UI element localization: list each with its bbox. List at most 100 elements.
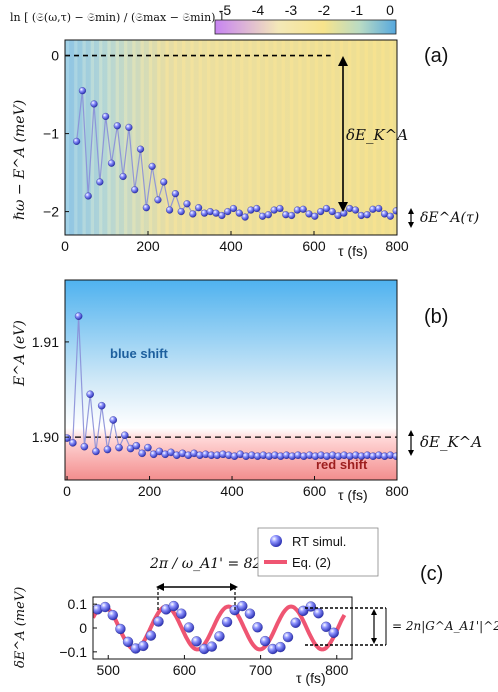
data-point (322, 204, 331, 213)
data-point (103, 445, 112, 454)
legend-label-rt: RT simul. (292, 534, 346, 549)
data-point (224, 208, 232, 216)
x-tick-label: 800 (325, 662, 349, 678)
spectrum-stripe (367, 40, 373, 235)
data-point (148, 162, 156, 170)
data-point (183, 200, 191, 208)
data-point (90, 100, 98, 108)
panel-a-xlabel: τ (fs) (338, 243, 368, 259)
data-point (311, 212, 319, 220)
x-tick-label: 500 (97, 662, 121, 678)
panel-b-frame (64, 279, 398, 481)
data-point (80, 442, 89, 451)
data-point (125, 123, 133, 131)
colorbar-tick: -1 (351, 2, 364, 18)
spectrum-stripe (85, 40, 91, 235)
y-tick-label: −2 (43, 204, 59, 220)
data-point (386, 212, 394, 220)
data-point (136, 145, 145, 153)
colorbar-tick: -2 (318, 2, 331, 18)
spectrum-stripe (351, 40, 357, 235)
data-point (252, 622, 263, 633)
spectrum-stripe (218, 40, 224, 235)
spectrum-stripe (235, 40, 241, 235)
data-point (288, 211, 296, 220)
spectrum-stripe (309, 40, 315, 235)
data-point (107, 609, 118, 621)
data-point (299, 205, 307, 213)
data-point (328, 627, 339, 638)
data-point (189, 210, 197, 218)
y-tick-label: 0 (51, 48, 59, 64)
data-point (131, 186, 139, 194)
data-point (132, 441, 141, 450)
data-point (138, 449, 146, 458)
colorbar-tick: -4 (252, 2, 265, 18)
data-point (276, 204, 284, 213)
panel-c: 500 600 700 800 0.1 0 −0.1 (c) τ (fs) δE^A (me… (13, 527, 498, 686)
panel-c-ylabel: δE^A (meV) (13, 587, 28, 668)
panel-c-amplitude-arrow-tail (371, 638, 377, 644)
x-tick-label: 800 (385, 238, 409, 254)
data-point (275, 641, 286, 653)
panel-a-oscillation-label: δE^A(τ) (420, 210, 479, 226)
data-point (177, 208, 185, 216)
x-tick-label: 600 (173, 662, 197, 678)
panel-a-marks (65, 54, 397, 221)
data-point (195, 204, 203, 212)
spectrum-stripe (359, 40, 365, 235)
data-point (241, 213, 249, 221)
x-tick-label: 200 (138, 483, 162, 499)
y-tick-label: 1.90 (32, 429, 59, 445)
data-point (191, 636, 202, 647)
panel-a-oscillation-arrow-head (408, 208, 414, 214)
x-tick-label: 700 (249, 662, 273, 678)
panel-b: 0 200 400 600 800 1.90 1.91 (b) τ (fs) E^A (eV… (12, 279, 482, 503)
spectrum-stripe (77, 40, 83, 235)
x-tick-label: 200 (136, 238, 160, 254)
spectrum-stripe (343, 40, 349, 235)
data-point (168, 600, 179, 612)
x-tick-label: 800 (385, 483, 409, 499)
data-point (69, 439, 77, 447)
data-point (100, 601, 111, 613)
panel-b-background (65, 280, 397, 480)
spectrum-stripe (135, 40, 141, 235)
data-point (74, 312, 83, 320)
data-point (92, 447, 100, 456)
spectrum-stripe (251, 40, 257, 235)
data-point (229, 204, 238, 213)
panel-c-xlabel: τ (fs) (296, 670, 326, 686)
spectrum-stripe (118, 40, 124, 235)
x-tick-label: 0 (61, 238, 69, 254)
x-tick-label: 400 (219, 238, 243, 254)
data-point (121, 431, 129, 439)
data-point (145, 630, 157, 641)
legend-label-eq: Eq. (2) (292, 555, 331, 570)
data-point (107, 159, 116, 167)
data-point (115, 623, 126, 635)
spectrum-stripe (384, 40, 390, 235)
panel-c-amplitude-arrow-head (371, 609, 377, 615)
data-point (392, 207, 397, 215)
x-tick-label: 600 (302, 238, 326, 254)
panel-c-axes: 500 600 700 800 0.1 0 −0.1 (59, 596, 348, 678)
data-point (235, 209, 243, 217)
data-point (176, 608, 187, 619)
data-point (218, 211, 226, 220)
data-point (102, 112, 110, 120)
y-tick-label: 0 (79, 620, 87, 636)
data-point (313, 608, 324, 619)
spectrum-stripe (293, 40, 299, 235)
spectrum-stripe (110, 40, 116, 235)
spectrum-stripe (193, 40, 199, 235)
data-point (282, 631, 294, 643)
data-point (340, 209, 348, 217)
y-tick-label: 0.1 (68, 596, 88, 612)
panel-a: 0 200 400 600 800 0 −1 −2 (a) τ (fs) ℏω − E^A (… (12, 39, 479, 259)
colorbar: ln [ (𝔖(ω,τ) − 𝔖min) / (𝔖max − 𝔖min) ] -… (10, 2, 397, 35)
panel-a-ylabel: ℏω − E^A (meV) (12, 100, 28, 220)
panel-c-period-label: 2π / ω_A1' = 82 fs (149, 556, 278, 572)
y-tick-label: −0.1 (59, 644, 87, 660)
